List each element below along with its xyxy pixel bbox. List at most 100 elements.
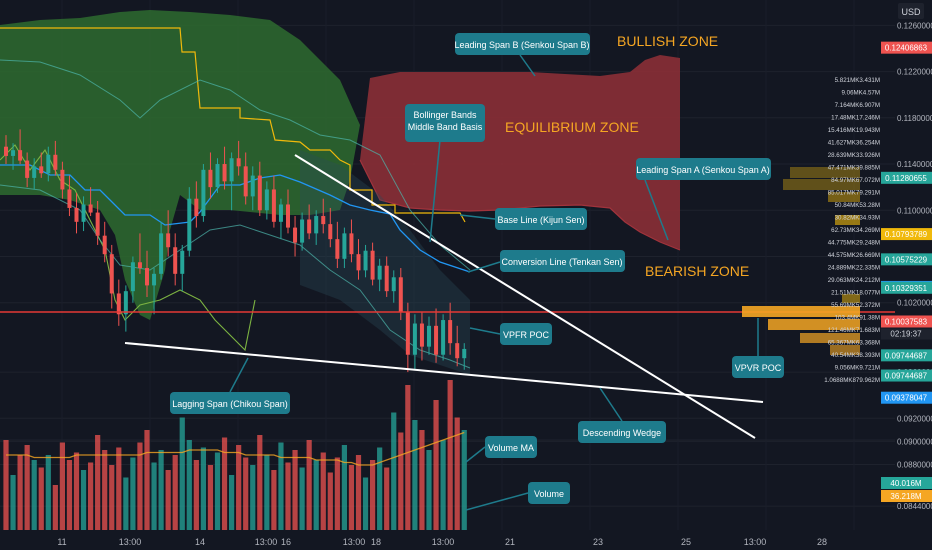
volume-profile-label: 30.82MK34.93M — [835, 215, 880, 222]
price-tag-label: 0.10793789 — [885, 230, 928, 239]
candle-body — [88, 204, 93, 213]
time-tick-label: 13:00 — [343, 537, 366, 547]
candle-body — [307, 219, 312, 234]
volume-tag — [881, 477, 932, 489]
volume-bar — [179, 417, 185, 530]
vpvr-poc-callout[interactable] — [732, 356, 784, 378]
candle-body — [4, 146, 8, 156]
candle-body — [293, 227, 298, 243]
volume-bar — [95, 435, 101, 530]
candle-body — [130, 262, 135, 292]
time-tick-label: 16 — [281, 537, 291, 547]
base-line-callout-text: Base Line (Kijun Sen) — [497, 215, 584, 225]
candle-body — [95, 212, 100, 236]
vpvr-poc-callout-text: VPVR POC — [735, 363, 782, 373]
volume-bar — [158, 450, 164, 530]
price-axis[interactable]: 0.12600000 0.12200000 0.11800000 0.11400000… — [895, 0, 932, 550]
volume-tag-label: 40.016M — [890, 479, 921, 488]
volume-profile-label: 9.056MK9.721M — [835, 365, 880, 372]
callout-pointer — [644, 179, 669, 241]
volume-bar — [207, 465, 214, 530]
callouts: Leading Span B (Senkou Span B) Bollinger… — [170, 33, 784, 511]
bollinger-callout[interactable] — [405, 104, 485, 142]
span-b-callout[interactable] — [455, 33, 590, 55]
base-line-callout[interactable] — [495, 208, 587, 230]
candle-body — [222, 164, 227, 182]
vp-bar — [842, 294, 860, 303]
candle-body — [356, 254, 361, 271]
volume-callout-text: Volume — [534, 489, 564, 499]
callout-pointer — [465, 446, 486, 463]
volume-profile-label: 44.575MK26.669M — [828, 252, 880, 259]
candle-body — [441, 320, 446, 355]
currency-badge-box — [898, 3, 924, 19]
descending-wedge-callout[interactable] — [578, 421, 666, 443]
candle-body — [102, 235, 107, 255]
span-b-callout-text: Leading Span B (Senkou Span B) — [454, 40, 589, 50]
lagging-span-callout[interactable] — [170, 392, 290, 414]
wedge-upper-line — [294, 154, 756, 439]
candle-body — [215, 164, 220, 188]
volume-bar — [384, 467, 390, 530]
kijun-sen-line — [0, 27, 466, 223]
candle-body — [60, 169, 65, 190]
candle-body — [145, 268, 149, 286]
volume-tag — [881, 490, 932, 502]
volume-callout[interactable] — [528, 482, 570, 504]
candle-body — [257, 175, 262, 211]
callout-pointer — [465, 492, 529, 511]
price-tag — [881, 315, 932, 328]
candle-body — [194, 198, 199, 217]
callout-pointer — [519, 54, 536, 77]
volume-profile-label: 84.97MK67.072M — [831, 177, 880, 184]
volume-bar — [116, 447, 122, 530]
countdown-box — [881, 328, 932, 340]
volume-bar — [109, 465, 115, 530]
vpfr-poc-callout[interactable] — [500, 323, 552, 345]
volume-bar — [221, 437, 228, 530]
candle-body — [419, 323, 424, 347]
conversion-line-callout[interactable] — [500, 250, 625, 272]
callout-pointer — [467, 261, 501, 273]
volume-profile-label: 29.063MK24.212M — [828, 277, 880, 284]
candle-body — [208, 169, 213, 188]
candle-body — [264, 189, 269, 211]
volume-bar — [214, 452, 221, 530]
candle-body — [53, 154, 58, 170]
candle-body — [391, 277, 396, 292]
volume-profile-label: 62.73MK34.269M — [831, 227, 880, 234]
time-axis[interactable]: 11 13:00 14 13:00 16 13:00 18 13:00 21 23 25 13:00 2… — [0, 532, 895, 550]
volume-bar — [299, 467, 305, 530]
callout-pointer — [429, 139, 441, 243]
volume-bar — [264, 455, 270, 530]
volume-profile-label: 17.48MK17.246M — [831, 115, 880, 122]
volume-profile-label: 40.54MK38.393M — [831, 352, 880, 359]
time-tick-label: 28 — [817, 537, 827, 547]
volume-ma-callout[interactable] — [485, 436, 537, 458]
candle-body — [25, 160, 30, 178]
volume-bar — [200, 447, 206, 530]
candle-body — [152, 273, 157, 286]
volume-bar — [440, 440, 446, 530]
candle-body — [448, 320, 453, 344]
volume-bar — [285, 462, 291, 530]
price-tick-label: 0.08800000 — [897, 461, 932, 470]
price-tag-label: 0.11280655 — [885, 174, 927, 183]
volume-bar — [362, 477, 369, 530]
volume-profile-label: 50.84MK53.28M — [835, 202, 880, 209]
candle-body — [166, 233, 171, 248]
time-tick-label: 11 — [57, 537, 66, 547]
volume-bar — [250, 465, 256, 530]
price-tags: 0.12406863 0.11280655 0.10793789 0.10575229… — [881, 41, 932, 502]
candle-body — [250, 175, 255, 197]
volume-profile-label: 47.471MK39.885M — [828, 165, 880, 172]
price-tag-label: 0.09744687 — [885, 372, 928, 381]
span-a-callout[interactable] — [636, 158, 771, 180]
price-tick-label: 0.10200000 — [897, 299, 932, 308]
volume-profile-labels: 5.821MK3.431M 9.06MK4.57M 7.164MK6.907M 17.… — [824, 77, 880, 384]
price-tag — [881, 228, 932, 241]
currency-badge[interactable]: USD — [898, 3, 924, 19]
volume-profile-label: 28.639MK33.926M — [828, 152, 880, 159]
volume-bar — [412, 420, 418, 530]
